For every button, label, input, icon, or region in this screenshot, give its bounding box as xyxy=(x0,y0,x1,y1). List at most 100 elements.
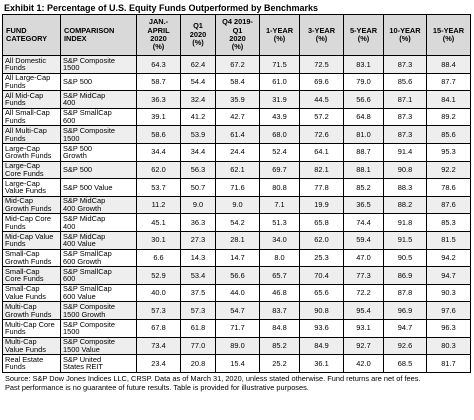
fund-category-cell: All Mid-Cap Funds xyxy=(2,90,61,109)
percentage-cell: 11.2 xyxy=(136,195,181,215)
comparison-index-cell: S&P Composite 1500 Value xyxy=(60,336,137,356)
fund-category-cell: Large-Cap Growth Funds xyxy=(2,142,61,162)
percentage-cell: 51.3 xyxy=(259,213,300,232)
fund-category-cell: All Large-Cap Funds xyxy=(2,72,61,92)
column-header: FUND CATEGORY xyxy=(2,14,61,56)
fund-category-cell: Real Estate Funds xyxy=(2,354,61,373)
percentage-cell: 67.2 xyxy=(215,55,260,74)
percentage-cell: 96.3 xyxy=(426,318,471,338)
fund-category-cell: Small-Cap Core Funds xyxy=(2,266,61,285)
table-row: Multi-Cap Growth Funds S&P Composite 1500… xyxy=(2,301,471,320)
percentage-cell: 81.5 xyxy=(426,230,471,250)
percentage-cell: 97.6 xyxy=(426,301,471,320)
percentage-cell: 92.2 xyxy=(426,160,471,180)
fund-category-cell: Multi-Cap Core Funds xyxy=(2,318,61,338)
percentage-cell: 87.7 xyxy=(426,72,471,92)
comparison-index-cell: S&P SmallCap 600 Growth xyxy=(60,248,137,268)
percentage-cell: 36.3 xyxy=(136,90,181,109)
percentage-cell: 64.8 xyxy=(343,107,384,127)
percentage-cell: 6.6 xyxy=(136,248,181,268)
percentage-cell: 62.0 xyxy=(299,230,344,250)
percentage-cell: 53.4 xyxy=(180,266,216,285)
percentage-cell: 61.4 xyxy=(215,125,260,144)
percentage-cell: 30.1 xyxy=(136,230,181,250)
percentage-cell: 61.0 xyxy=(259,72,300,92)
percentage-cell: 83.1 xyxy=(343,55,384,74)
percentage-cell: 42.7 xyxy=(215,107,260,127)
percentage-cell: 80.3 xyxy=(426,336,471,356)
percentage-cell: 71.6 xyxy=(215,178,260,197)
percentage-cell: 56.6 xyxy=(215,266,260,285)
percentage-cell: 85.2 xyxy=(343,178,384,197)
percentage-cell: 20.8 xyxy=(180,354,216,373)
percentage-cell: 24.4 xyxy=(215,142,260,162)
percentage-cell: 23.4 xyxy=(136,354,181,373)
fund-category-cell: All Multi-Cap Funds xyxy=(2,125,61,144)
percentage-cell: 85.6 xyxy=(426,125,471,144)
percentage-cell: 65.8 xyxy=(299,213,344,232)
percentage-cell: 87.3 xyxy=(383,55,427,74)
percentage-cell: 84.9 xyxy=(299,336,344,356)
comparison-index-cell: S&P MidCap 400 xyxy=(60,90,137,109)
percentage-cell: 90.8 xyxy=(383,160,427,180)
column-header: 1-YEAR (%) xyxy=(259,14,300,56)
percentage-cell: 35.9 xyxy=(215,90,260,109)
percentage-cell: 92.6 xyxy=(383,336,427,356)
comparison-index-cell: S&P MidCap 400 Growth xyxy=(60,195,137,215)
percentage-cell: 56.3 xyxy=(180,160,216,180)
percentage-cell: 85.6 xyxy=(383,72,427,92)
percentage-cell: 70.4 xyxy=(299,266,344,285)
percentage-cell: 77.3 xyxy=(343,266,384,285)
percentage-cell: 78.6 xyxy=(426,178,471,197)
comparison-index-cell: S&P Composite 1500 Growth xyxy=(60,301,137,320)
percentage-cell: 69.6 xyxy=(299,72,344,92)
percentage-cell: 65.7 xyxy=(259,266,300,285)
table-row: All Large-Cap Funds S&P 500 58.7 54.4 58.4 61… xyxy=(2,72,471,92)
percentage-cell: 54.4 xyxy=(180,72,216,92)
comparison-index-cell: S&P MidCap 400 xyxy=(60,213,137,232)
percentage-cell: 25.2 xyxy=(259,354,300,373)
percentage-cell: 64.1 xyxy=(299,142,344,162)
percentage-cell: 57.3 xyxy=(136,301,181,320)
percentage-cell: 95.4 xyxy=(343,301,384,320)
percentage-cell: 57.2 xyxy=(299,107,344,127)
percentage-cell: 42.0 xyxy=(343,354,384,373)
percentage-cell: 34.0 xyxy=(259,230,300,250)
percentage-cell: 81.7 xyxy=(426,354,471,373)
percentage-cell: 96.9 xyxy=(383,301,427,320)
percentage-cell: 36.5 xyxy=(343,195,384,215)
percentage-cell: 81.0 xyxy=(343,125,384,144)
percentage-cell: 73.4 xyxy=(136,336,181,356)
percentage-cell: 46.8 xyxy=(259,283,300,303)
percentage-cell: 28.1 xyxy=(215,230,260,250)
percentage-cell: 67.8 xyxy=(136,318,181,338)
percentage-cell: 93.1 xyxy=(343,318,384,338)
percentage-cell: 93.6 xyxy=(299,318,344,338)
fund-category-cell: All Small-Cap Funds xyxy=(2,107,61,127)
percentage-cell: 9.0 xyxy=(215,195,260,215)
column-header: JAN.- APRIL 2020 (%) xyxy=(136,14,181,56)
column-header: 3-YEAR (%) xyxy=(299,14,344,56)
table-body: All Domestic Funds S&P Composite 1500 64.3… xyxy=(2,55,471,373)
percentage-cell: 57.3 xyxy=(180,301,216,320)
column-header: COMPARISON INDEX xyxy=(60,14,137,56)
percentage-cell: 37.5 xyxy=(180,283,216,303)
fund-category-cell: Small-Cap Value Funds xyxy=(2,283,61,303)
exhibit-title: Exhibit 1: Percentage of U.S. Equity Fun… xyxy=(4,3,319,13)
comparison-index-cell: S&P SmallCap 600 xyxy=(60,107,137,127)
percentage-cell: 31.9 xyxy=(259,90,300,109)
percentage-cell: 14.7 xyxy=(215,248,260,268)
percentage-cell: 44.5 xyxy=(299,90,344,109)
percentage-cell: 45.1 xyxy=(136,213,181,232)
percentage-cell: 87.3 xyxy=(383,107,427,127)
percentage-cell: 91.5 xyxy=(383,230,427,250)
percentage-cell: 53.9 xyxy=(180,125,216,144)
comparison-index-cell: S&P SmallCap 600 Value xyxy=(60,283,137,303)
percentage-cell: 34.4 xyxy=(180,142,216,162)
fund-category-cell: Mid-Cap Value Funds xyxy=(2,230,61,250)
comparison-index-cell: S&P MidCap 400 Value xyxy=(60,230,137,250)
comparison-index-cell: S&P Composite 1500 xyxy=(60,125,137,144)
disclaimer-line: Past performance is no guarantee of futu… xyxy=(5,382,309,392)
percentage-cell: 27.3 xyxy=(180,230,216,250)
comparison-index-cell: S&P United States REIT xyxy=(60,354,137,373)
